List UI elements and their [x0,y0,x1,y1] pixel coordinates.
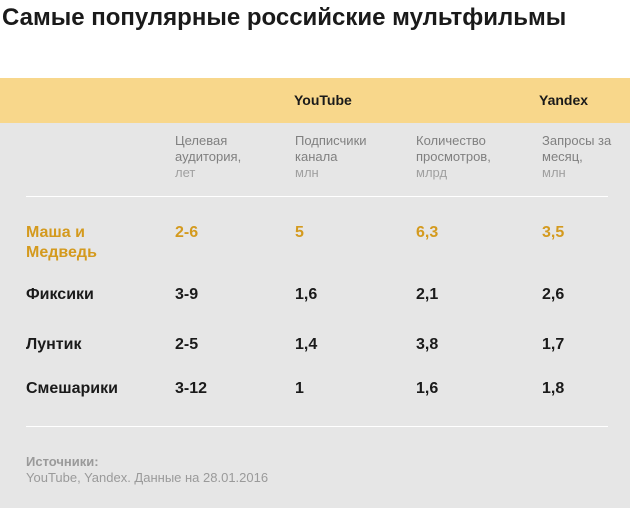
row-name: Лунтик [26,336,82,353]
column-header-views: Количество просмотров, млрд [416,133,526,181]
cell-subscribers: 5 [295,224,304,241]
cell-views: 1,6 [416,380,439,397]
column-header-queries: Запросы за месяц, млн [542,133,622,181]
cell-audience: 2-6 [175,224,199,241]
column-header-unit: млн [295,165,319,180]
column-header-label: Целевая аудитория, [175,133,242,164]
sources-text: YouTube, Yandex. Данные на 28.01.2016 [26,470,269,485]
column-header-unit: лет [175,165,196,180]
youtube-group-label: YouTube [294,92,352,108]
cell-subscribers: 1 [295,380,304,397]
source-header-band: YouTube Yandex [0,78,630,123]
cell-queries: 1,7 [542,336,565,353]
cell-subscribers: 1,6 [295,286,318,303]
cell-audience: 2-5 [175,336,199,353]
column-header-unit: млн [542,165,566,180]
cell-audience: 3-9 [175,286,199,303]
cell-subscribers: 1,4 [295,336,318,353]
cell-queries: 3,5 [542,224,565,241]
footer-divider [26,426,608,427]
column-header-audience: Целевая аудитория, лет [175,133,275,181]
column-header-label: Подписчики канала [295,133,367,164]
column-header-label: Запросы за месяц, [542,133,612,164]
sources-label: Источники: [26,454,99,469]
row-name: Смешарики [26,380,118,397]
cell-views: 3,8 [416,336,439,353]
yandex-group-label: Yandex [539,92,589,108]
page-title: Самые популярные российские мультфильмы [2,4,567,31]
column-header-unit: млрд [416,165,448,180]
cell-audience: 3-12 [175,380,208,397]
cell-queries: 1,8 [542,380,565,397]
row-name: Маша и Медведь [26,224,97,261]
header-divider [26,196,608,197]
table-panel: YouTube Yandex Целевая аудитория, лет По… [0,78,630,508]
row-name: Фиксики [26,286,94,303]
sources-footer: Источники: YouTube, Yandex. Данные на 28… [26,454,268,486]
cell-views: 2,1 [416,286,439,303]
column-header-label: Количество просмотров, [416,133,491,164]
column-header-subscribers: Подписчики канала млн [295,133,390,181]
cell-queries: 2,6 [542,286,565,303]
cell-views: 6,3 [416,224,439,241]
